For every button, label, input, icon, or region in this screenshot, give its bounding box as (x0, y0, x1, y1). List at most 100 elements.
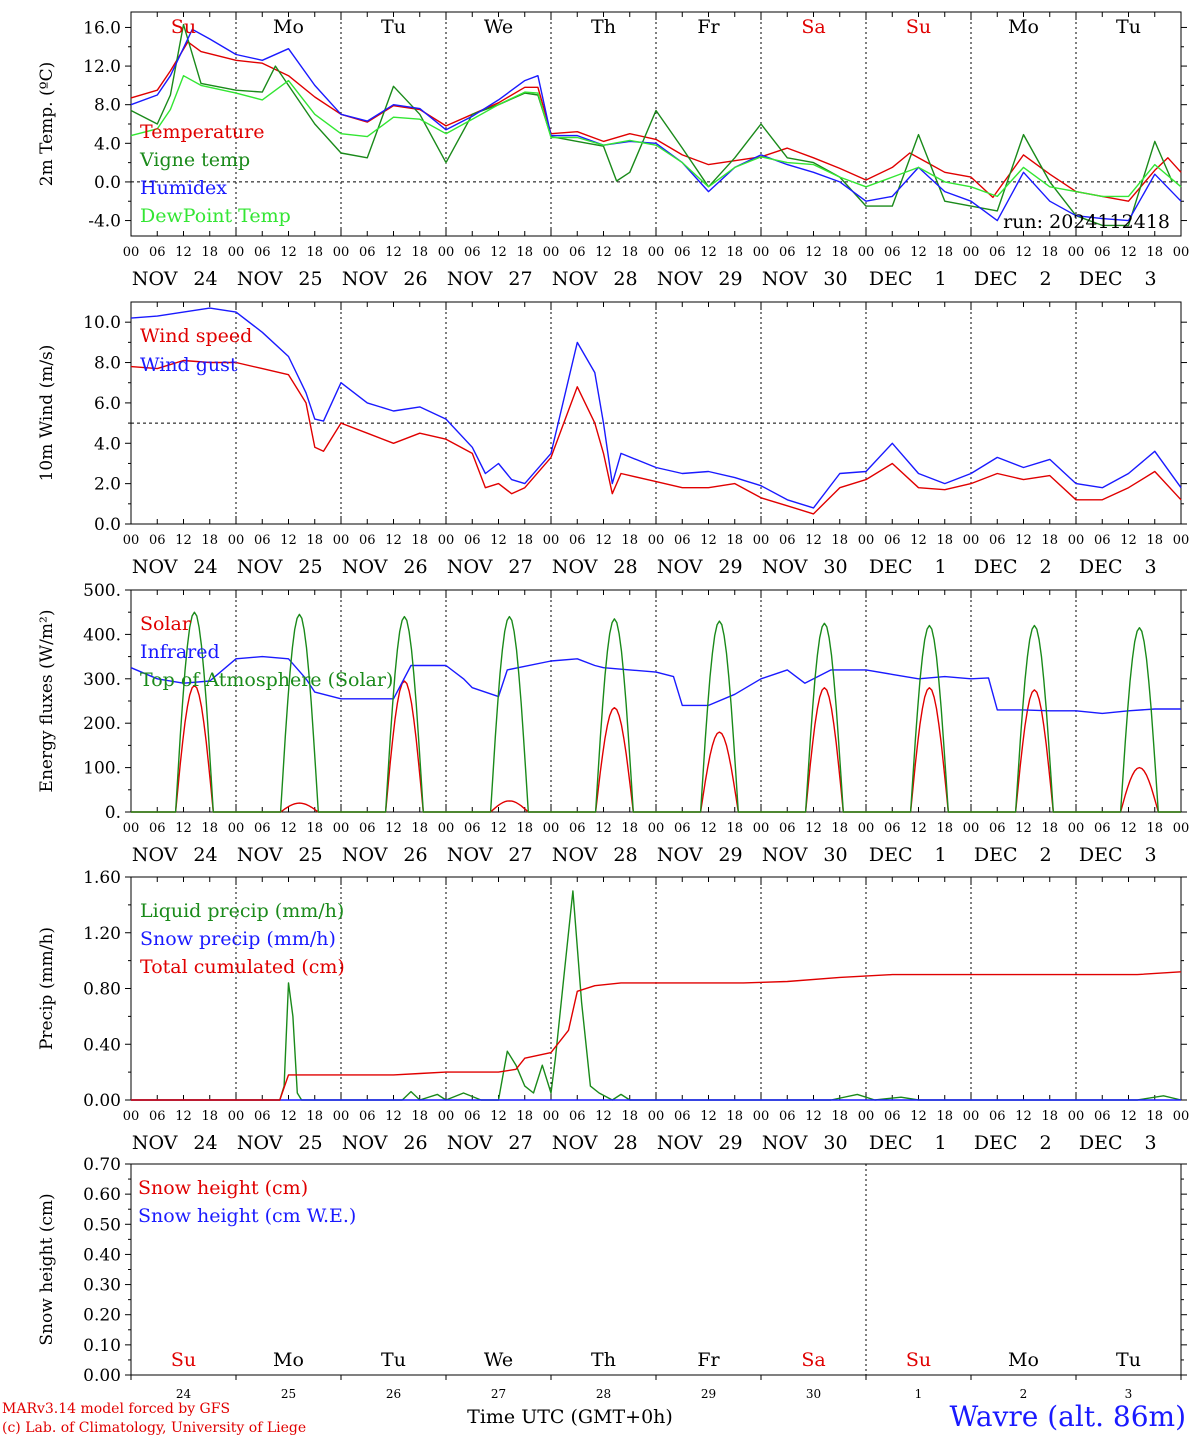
panel-4 (125, 876, 1187, 1101)
y-tick-label: 0.20 (83, 1306, 121, 1326)
x-hour-label: 12 (490, 533, 507, 548)
x-date-label: 3 (1144, 268, 1156, 290)
x-hour-label: 06 (1094, 533, 1111, 548)
x-hour-label: 06 (779, 533, 796, 548)
x-date-label: DEC (1079, 556, 1123, 578)
y-axis-label: Precip (mm/h) (37, 927, 57, 1050)
x-date-label: NOV (447, 556, 493, 578)
x-hour-label: 18 (516, 245, 533, 260)
x-date-label: NOV (132, 1132, 178, 1154)
x-hour-label: 18 (516, 533, 533, 548)
weekday-label: Th (591, 16, 616, 38)
series-line-blue (130, 307, 1182, 509)
x-date-label: NOV (237, 844, 283, 866)
weekday-label-bottom: Tu (381, 1349, 406, 1371)
weekday-label-bottom: Mo (273, 1349, 304, 1371)
x-hour-label: 06 (989, 821, 1006, 836)
legend-entry: Snow precip (mm/h) (140, 928, 336, 950)
x-date-label: 30 (823, 268, 847, 290)
x-date-label: NOV (447, 1132, 493, 1154)
x-hour-label: 00 (1068, 821, 1085, 836)
series-line-lightgreen (130, 74, 1182, 198)
x-hour-label: 00 (1068, 1109, 1085, 1124)
x-hour-label: 06 (884, 1109, 901, 1124)
x-hour-label: 06 (989, 1109, 1006, 1124)
y-tick-label: 0.00 (83, 1091, 121, 1111)
weekday-label: Fr (697, 16, 720, 38)
x-hour-label: 00 (228, 533, 245, 548)
x-hour-label: 18 (516, 1109, 533, 1124)
x-hour-label: 18 (201, 821, 218, 836)
x-hour-label: 18 (411, 245, 428, 260)
x-date-label: 1 (934, 844, 946, 866)
legend-entry: Liquid precip (mm/h) (140, 900, 344, 922)
x-hour-label: 06 (464, 533, 481, 548)
y-tick-label: 0.80 (83, 980, 121, 1000)
y-tick-label: 10.0 (83, 313, 121, 333)
x-hour-label: 18 (306, 245, 323, 260)
y-axis-label: 10m Wind (m/s) (37, 345, 57, 482)
y-tick-label: 0.30 (83, 1276, 121, 1296)
x-hour-label: 06 (779, 821, 796, 836)
y-tick-label: 0.70 (83, 1155, 121, 1175)
weekday-label: Mo (1008, 16, 1039, 38)
x-hour-label: 12 (595, 1109, 612, 1124)
panel-5 (125, 1163, 1187, 1380)
x-hour-label: 18 (1041, 821, 1058, 836)
x-hour-label: 00 (228, 821, 245, 836)
x-hour-label: 18 (1041, 533, 1058, 548)
x-hour-label: 18 (726, 821, 743, 836)
x-date-label: 24 (193, 1132, 217, 1154)
day-number-label: 1 (915, 1387, 923, 1401)
x-date-label: 30 (823, 844, 847, 866)
day-number-label: 30 (806, 1387, 821, 1401)
x-hour-label: 06 (464, 1109, 481, 1124)
x-date-label: NOV (237, 1132, 283, 1154)
x-hour-label: 18 (936, 533, 953, 548)
x-hour-label: 06 (149, 533, 166, 548)
x-hour-label: 06 (359, 821, 376, 836)
y-tick-label: 16.0 (83, 18, 121, 38)
x-hour-label: 00 (228, 1109, 245, 1124)
x-hour-label: 00 (858, 245, 875, 260)
y-tick-label: 400. (83, 625, 121, 645)
x-hour-label: 06 (779, 1109, 796, 1124)
x-hour-label: 06 (359, 1109, 376, 1124)
x-hour-label: 18 (936, 821, 953, 836)
x-hour-label: 18 (201, 245, 218, 260)
x-date-label: 2 (1039, 1132, 1051, 1154)
x-hour-label: 18 (1146, 245, 1163, 260)
x-hour-label: 18 (831, 1109, 848, 1124)
series-line-red (130, 41, 1182, 202)
day-number-label: 25 (281, 1387, 296, 1401)
x-date-label: DEC (974, 556, 1018, 578)
x-date-label: DEC (869, 268, 913, 290)
x-date-label: NOV (762, 1132, 808, 1154)
day-number-label: 28 (596, 1387, 611, 1401)
x-hour-label: 18 (1146, 821, 1163, 836)
y-tick-label: 500. (83, 581, 121, 601)
x-hour-label: 00 (438, 245, 455, 260)
y-tick-label: 2.0 (94, 475, 121, 495)
y-tick-label: 0. (105, 803, 121, 823)
x-hour-label: 06 (1094, 1109, 1111, 1124)
x-date-label: 27 (508, 268, 532, 290)
x-hour-label: 12 (595, 821, 612, 836)
y-tick-label: 100. (83, 759, 121, 779)
x-hour-label: 06 (254, 821, 271, 836)
x-date-label: NOV (657, 556, 703, 578)
x-hour-label: 12 (1015, 245, 1032, 260)
x-hour-label: 06 (464, 245, 481, 260)
x-date-label: 1 (934, 1132, 946, 1154)
x-date-label: 27 (508, 844, 532, 866)
x-hour-label: 18 (936, 245, 953, 260)
x-date-label: DEC (869, 844, 913, 866)
weekday-label: Su (906, 16, 931, 38)
x-hour-label: 00 (333, 1109, 350, 1124)
x-date-label: 28 (613, 1132, 637, 1154)
x-hour-label: 06 (254, 533, 271, 548)
x-hour-label: 00 (753, 821, 770, 836)
legend-entry: Vigne temp (139, 149, 250, 171)
day-number-label: 29 (701, 1387, 716, 1401)
x-hour-label: 12 (175, 821, 192, 836)
